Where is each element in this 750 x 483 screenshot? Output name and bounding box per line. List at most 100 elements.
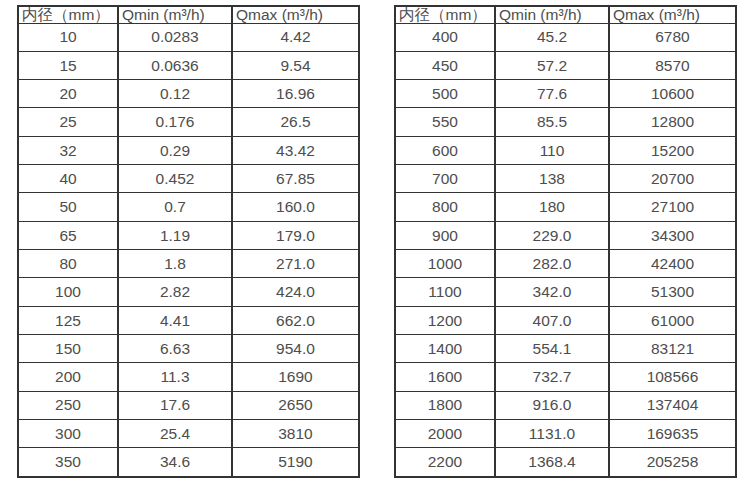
flow-table-left: 内径（mm） Qmin (m³/h) Qmax (m³/h) 100.02834…	[17, 5, 360, 478]
table-row: 80018027100	[395, 193, 736, 221]
table-row: 1100342.051300	[395, 278, 736, 306]
header-diameter: 内径（mm）	[18, 6, 118, 23]
table-cell: 67.85	[232, 165, 359, 193]
table-row: 250.17626.5	[18, 108, 359, 136]
table-cell: 342.0	[495, 278, 609, 306]
header-row: 内径（mm） Qmin (m³/h) Qmax (m³/h)	[18, 6, 359, 23]
table-cell: 150	[18, 334, 118, 362]
header-qmax: Qmax (m³/h)	[232, 6, 359, 23]
table-row: 50077.610600	[395, 80, 736, 108]
table-header: 内径（mm） Qmin (m³/h) Qmax (m³/h)	[18, 6, 359, 23]
table-cell: 4.42	[232, 23, 359, 51]
table-cell: 61000	[609, 306, 736, 334]
table-cell: 1.19	[118, 221, 232, 249]
table-cell: 1800	[395, 391, 495, 419]
table-row: 1254.41662.0	[18, 306, 359, 334]
table-cell: 57.2	[495, 51, 609, 79]
table-cell: 180	[495, 193, 609, 221]
table-row: 1800916.0137404	[395, 391, 736, 419]
table-cell: 40	[18, 165, 118, 193]
table-cell: 250	[18, 391, 118, 419]
table-cell: 34300	[609, 221, 736, 249]
table-cell: 1600	[395, 363, 495, 391]
table-cell: 6.63	[118, 334, 232, 362]
table-row: 30025.43810	[18, 419, 359, 447]
table-cell: 407.0	[495, 306, 609, 334]
table-cell: 10	[18, 23, 118, 51]
table-cell: 15200	[609, 136, 736, 164]
table-cell: 12800	[609, 108, 736, 136]
header-diameter: 内径（mm）	[395, 6, 495, 23]
table-row: 1000282.042400	[395, 250, 736, 278]
table-cell: 900	[395, 221, 495, 249]
table-cell: 51300	[609, 278, 736, 306]
table-cell: 2200	[395, 448, 495, 477]
table-cell: 732.7	[495, 363, 609, 391]
table-cell: 0.0636	[118, 51, 232, 79]
table-row: 60011015200	[395, 136, 736, 164]
table-cell: 17.6	[118, 391, 232, 419]
table-cell: 100	[18, 278, 118, 306]
table-row: 45057.28570	[395, 51, 736, 79]
table-header: 内径（mm） Qmin (m³/h) Qmax (m³/h)	[395, 6, 736, 23]
header-qmin: Qmin (m³/h)	[118, 6, 232, 23]
table-row: 150.06369.54	[18, 51, 359, 79]
table-cell: 200	[18, 363, 118, 391]
table-cell: 600	[395, 136, 495, 164]
table-row: 100.02834.42	[18, 23, 359, 51]
table-cell: 282.0	[495, 250, 609, 278]
table-cell: 424.0	[232, 278, 359, 306]
table-row: 1506.63954.0	[18, 334, 359, 362]
table-cell: 32	[18, 136, 118, 164]
table-cell: 83121	[609, 334, 736, 362]
header-row: 内径（mm） Qmin (m³/h) Qmax (m³/h)	[395, 6, 736, 23]
table-cell: 77.6	[495, 80, 609, 108]
table-cell: 137404	[609, 391, 736, 419]
table-row: 25017.62650	[18, 391, 359, 419]
table-cell: 0.29	[118, 136, 232, 164]
table-cell: 25	[18, 108, 118, 136]
table-cell: 110	[495, 136, 609, 164]
table-cell: 1200	[395, 306, 495, 334]
table-cell: 2.82	[118, 278, 232, 306]
table-cell: 0.176	[118, 108, 232, 136]
table-cell: 800	[395, 193, 495, 221]
table-row: 40045.26780	[395, 23, 736, 51]
table-row: 55085.512800	[395, 108, 736, 136]
table-cell: 0.7	[118, 193, 232, 221]
table-row: 1200407.061000	[395, 306, 736, 334]
table-cell: 662.0	[232, 306, 359, 334]
table-cell: 160.0	[232, 193, 359, 221]
table-row: 20001131.0169635	[395, 419, 736, 447]
table-cell: 1690	[232, 363, 359, 391]
table-cell: 554.1	[495, 334, 609, 362]
table-cell: 4.41	[118, 306, 232, 334]
table-cell: 10600	[609, 80, 736, 108]
table-cell: 9.54	[232, 51, 359, 79]
table-cell: 1131.0	[495, 419, 609, 447]
table-row: 20011.31690	[18, 363, 359, 391]
table-row: 35034.65190	[18, 448, 359, 477]
table-cell: 1400	[395, 334, 495, 362]
table-cell: 27100	[609, 193, 736, 221]
table-cell: 0.12	[118, 80, 232, 108]
table-cell: 550	[395, 108, 495, 136]
table-cell: 1.8	[118, 250, 232, 278]
table-cell: 25.4	[118, 419, 232, 447]
table-cell: 125	[18, 306, 118, 334]
table-cell: 1000	[395, 250, 495, 278]
table-row: 900229.034300	[395, 221, 736, 249]
table-cell: 85.5	[495, 108, 609, 136]
table-cell: 1100	[395, 278, 495, 306]
table-row: 1002.82424.0	[18, 278, 359, 306]
header-qmin: Qmin (m³/h)	[495, 6, 609, 23]
table-row: 320.2943.42	[18, 136, 359, 164]
table-body: 100.02834.42150.06369.54200.1216.96250.1…	[18, 23, 359, 477]
table-cell: 700	[395, 165, 495, 193]
table-cell: 400	[395, 23, 495, 51]
table-cell: 11.3	[118, 363, 232, 391]
table-cell: 2650	[232, 391, 359, 419]
table-cell: 229.0	[495, 221, 609, 249]
table-row: 801.8271.0	[18, 250, 359, 278]
table-row: 400.45267.85	[18, 165, 359, 193]
